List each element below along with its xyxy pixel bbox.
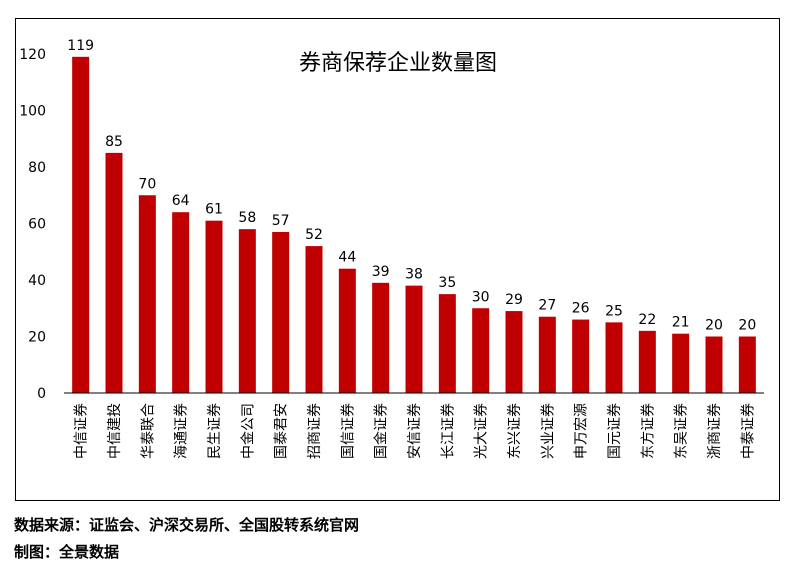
bar	[538, 316, 556, 393]
bar-value-label: 27	[538, 298, 556, 314]
x-tick-label: 海通证券	[174, 403, 190, 459]
bar	[305, 246, 323, 393]
bar	[238, 229, 256, 393]
chart-title: 券商保荐企业数量图	[299, 51, 497, 76]
bar-series	[72, 56, 756, 393]
y-tick-label: 0	[37, 386, 46, 402]
bar	[72, 56, 90, 393]
y-tick-label: 40	[28, 273, 46, 289]
bar-value-label: 22	[638, 312, 656, 328]
x-tick-label: 申万宏源	[574, 403, 590, 459]
x-tick-label: 兴业证券	[540, 403, 556, 459]
bar-value-label: 44	[338, 250, 356, 266]
bar-value-label: 20	[738, 318, 756, 334]
x-tick-label: 招商证券	[307, 403, 323, 459]
bar-value-label: 52	[305, 227, 323, 243]
y-tick-label: 60	[28, 217, 46, 233]
bar	[105, 152, 123, 393]
bar	[172, 212, 190, 393]
bar-value-label: 38	[405, 267, 423, 283]
bar-value-label: 58	[238, 210, 256, 226]
bar	[405, 285, 423, 393]
bar-value-label: 30	[472, 289, 490, 305]
bar-value-label: 26	[572, 301, 590, 317]
bar	[338, 268, 356, 393]
bar-value-label: 20	[705, 318, 723, 334]
bar	[572, 319, 590, 393]
bar-value-label: 119	[67, 38, 94, 54]
y-tick-label: 80	[28, 160, 46, 176]
bar-chart: 券商保荐企业数量图 0 20 40 60 80 100 120 119 85 70 64 61 58 5…	[19, 38, 764, 459]
y-tick-label: 100	[19, 104, 46, 120]
bar	[738, 336, 756, 393]
x-tick-label: 浙商证券	[707, 403, 723, 459]
x-tick-label: 国元证券	[607, 403, 623, 459]
bar-value-label: 64	[172, 193, 190, 209]
bar-value-label: 61	[205, 202, 223, 218]
x-tick-label: 东吴证券	[674, 403, 690, 459]
y-axis: 0 20 40 60 80 100 120	[19, 47, 46, 402]
bar	[438, 294, 456, 393]
x-tick-label: 国金证券	[374, 403, 390, 459]
bar-value-label: 57	[272, 213, 290, 229]
bar	[372, 282, 390, 393]
chart-frame	[15, 18, 780, 501]
bar-value-label: 29	[505, 292, 523, 308]
bar-value-label: 25	[605, 303, 623, 319]
y-tick-label: 20	[28, 330, 46, 346]
bar	[705, 336, 723, 393]
bar	[272, 231, 290, 393]
x-axis: 中信证券 中信建投 华泰联合 海通证券 民生证券 中金公司 国泰君安 招商证券 国信证券 国金证券…	[74, 403, 757, 459]
x-tick-label: 光大证券	[474, 403, 490, 459]
bar-value-label: 39	[372, 264, 390, 280]
y-tick-label: 120	[19, 47, 46, 63]
x-tick-label: 长江证券	[440, 403, 456, 459]
x-tick-label: 中信建投	[107, 403, 123, 459]
x-tick-label: 安信证券	[407, 403, 423, 459]
x-tick-label: 中信证券	[74, 403, 90, 459]
x-tick-label: 东兴证券	[507, 403, 523, 459]
x-tick-label: 民生证券	[207, 403, 223, 459]
bar	[505, 311, 523, 393]
bar-value-label: 85	[105, 134, 123, 150]
bar	[672, 333, 690, 393]
data-labels: 119 85 70 64 61 58 57 52 44 39 38 35 30 29 27 26 25 22 21 2…	[67, 38, 756, 334]
x-tick-label: 东方证券	[640, 403, 656, 459]
x-tick-label: 国信证券	[340, 403, 356, 459]
data-source-note: 数据来源：证监会、沪深交易所、全国股转系统官网	[14, 516, 360, 534]
x-tick-label: 国泰君安	[274, 403, 290, 459]
x-tick-label: 中金公司	[240, 403, 256, 459]
bar-value-label: 70	[138, 176, 156, 192]
bar	[638, 330, 656, 393]
bar	[205, 220, 223, 393]
bar	[472, 308, 490, 393]
bar-value-label: 21	[672, 315, 690, 331]
bar	[605, 322, 623, 393]
x-tick-label: 中泰证券	[740, 403, 756, 459]
chart-credit-note: 制图：全景数据	[14, 543, 120, 561]
bar-value-label: 35	[438, 275, 456, 291]
x-tick-label: 华泰联合	[140, 403, 156, 459]
bar	[138, 195, 156, 393]
